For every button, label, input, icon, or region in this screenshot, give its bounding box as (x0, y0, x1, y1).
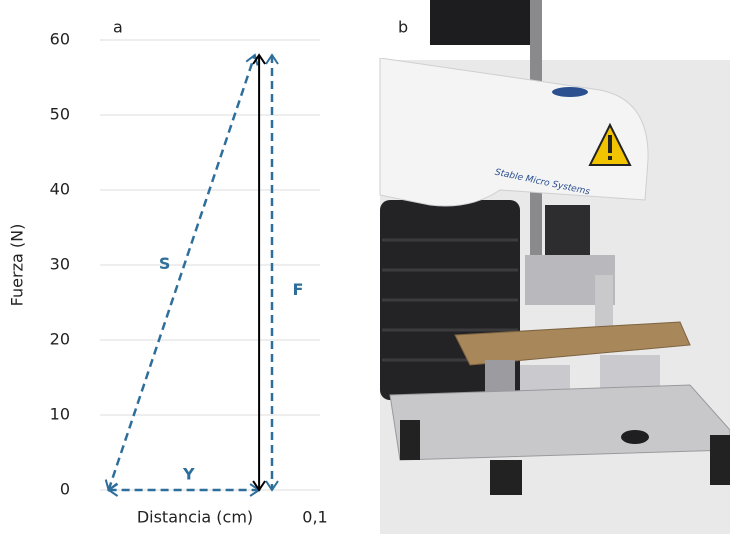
chart-panel: 0 10 20 30 40 50 60 0,1 Distancia (cm) Fuerza (N)… (8, 30, 328, 527)
series-line (104, 53, 259, 492)
y-tick-label: 20 (50, 330, 70, 349)
y-tick-label: 60 (50, 30, 70, 49)
y-tick-label: 0 (60, 480, 70, 499)
y-tick-label: 50 (50, 105, 70, 124)
x-tick-label: 0,1 (302, 508, 327, 527)
y-tick-label: 30 (50, 255, 70, 274)
x-axis-label: Distancia (cm) (137, 508, 253, 527)
photo: Stable Micro Systems (379, 0, 730, 534)
y-axis-label: Fuerza (N) (8, 224, 27, 307)
line-annotation: S (159, 254, 171, 273)
panel-label: b (398, 18, 408, 37)
y-tick-label: 10 (50, 405, 70, 424)
panel-label: a (113, 18, 123, 37)
line-annotation: Y (182, 465, 195, 484)
line-annotation: F (293, 280, 304, 299)
y-tick-label: 40 (50, 180, 70, 199)
